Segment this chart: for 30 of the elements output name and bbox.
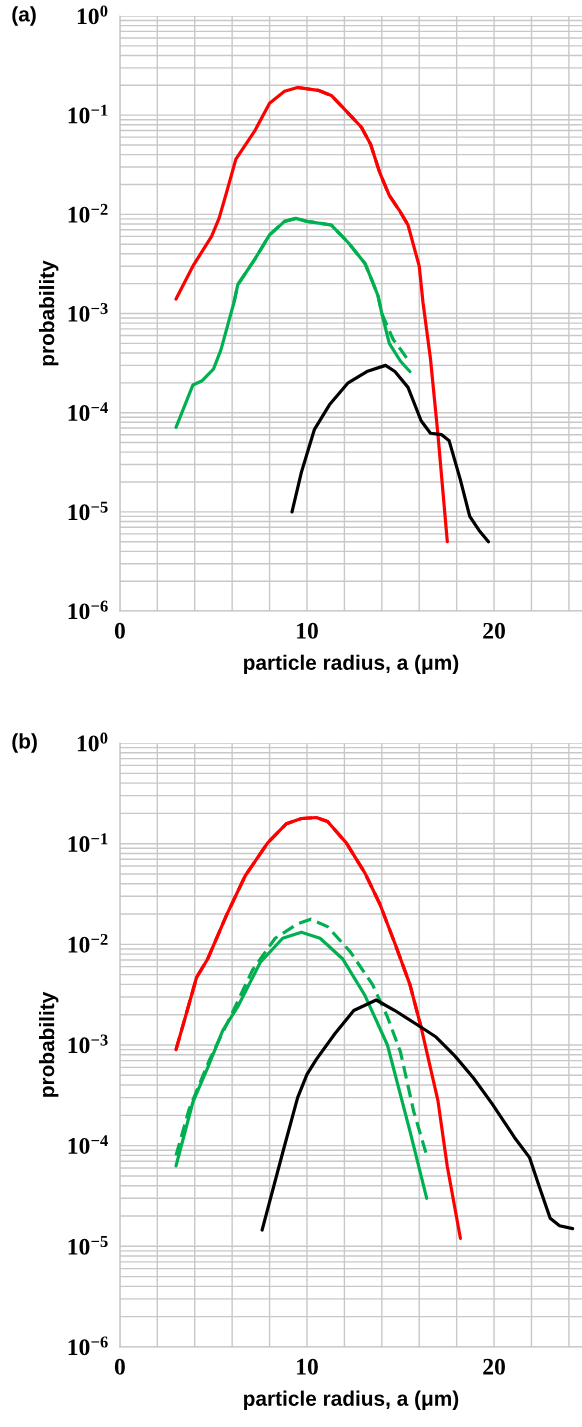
x-axis-title: particle radius, a (μm) xyxy=(244,1390,459,1410)
y-tick-label: 10$^{−3}$ xyxy=(68,303,108,322)
chart-title: (a) xyxy=(12,6,36,26)
x-tick-label: 0 xyxy=(114,1358,125,1375)
y-tick-label: 10$^{0}$ xyxy=(77,732,108,752)
x-tick-label: 20 xyxy=(483,1358,505,1375)
x-tick-label: 0 xyxy=(114,622,125,639)
y-tick-label: 10$^{−4}$ xyxy=(68,1135,108,1154)
y-axis-title: probability xyxy=(39,991,59,1097)
y-tick-label: 10$^{−1}$ xyxy=(68,833,108,852)
y-tick-label: 10$^{−6}$ xyxy=(68,1336,108,1356)
x-tick-label: 20 xyxy=(483,622,505,639)
y-tick-label: 10$^{−1}$ xyxy=(68,104,108,124)
line-series xyxy=(290,363,491,544)
line-series xyxy=(174,85,449,544)
y-axis-title: probability xyxy=(39,260,59,366)
y-tick-label: 10$^{−2}$ xyxy=(68,933,108,953)
x-tick-label: 10 xyxy=(297,1358,318,1375)
chart-title: (b) xyxy=(12,733,37,753)
x-tick-label: 10 xyxy=(297,622,318,639)
y-tick-label: 10$^{−5}$ xyxy=(68,501,108,521)
y-tick-label: 10$^{−5}$ xyxy=(68,1236,108,1255)
line-series xyxy=(260,998,575,1232)
y-tick-label: 10$^{−6}$ xyxy=(68,600,108,620)
x-axis-title: particle radius, a (μm) xyxy=(244,654,459,675)
y-tick-label: 10$^{−4}$ xyxy=(68,402,108,421)
y-tick-label: 10$^{−2}$ xyxy=(68,203,108,223)
y-tick-label: 10$^{−3}$ xyxy=(68,1034,108,1054)
line-series xyxy=(174,216,412,430)
y-tick-label: 10$^{0}$ xyxy=(77,5,108,25)
